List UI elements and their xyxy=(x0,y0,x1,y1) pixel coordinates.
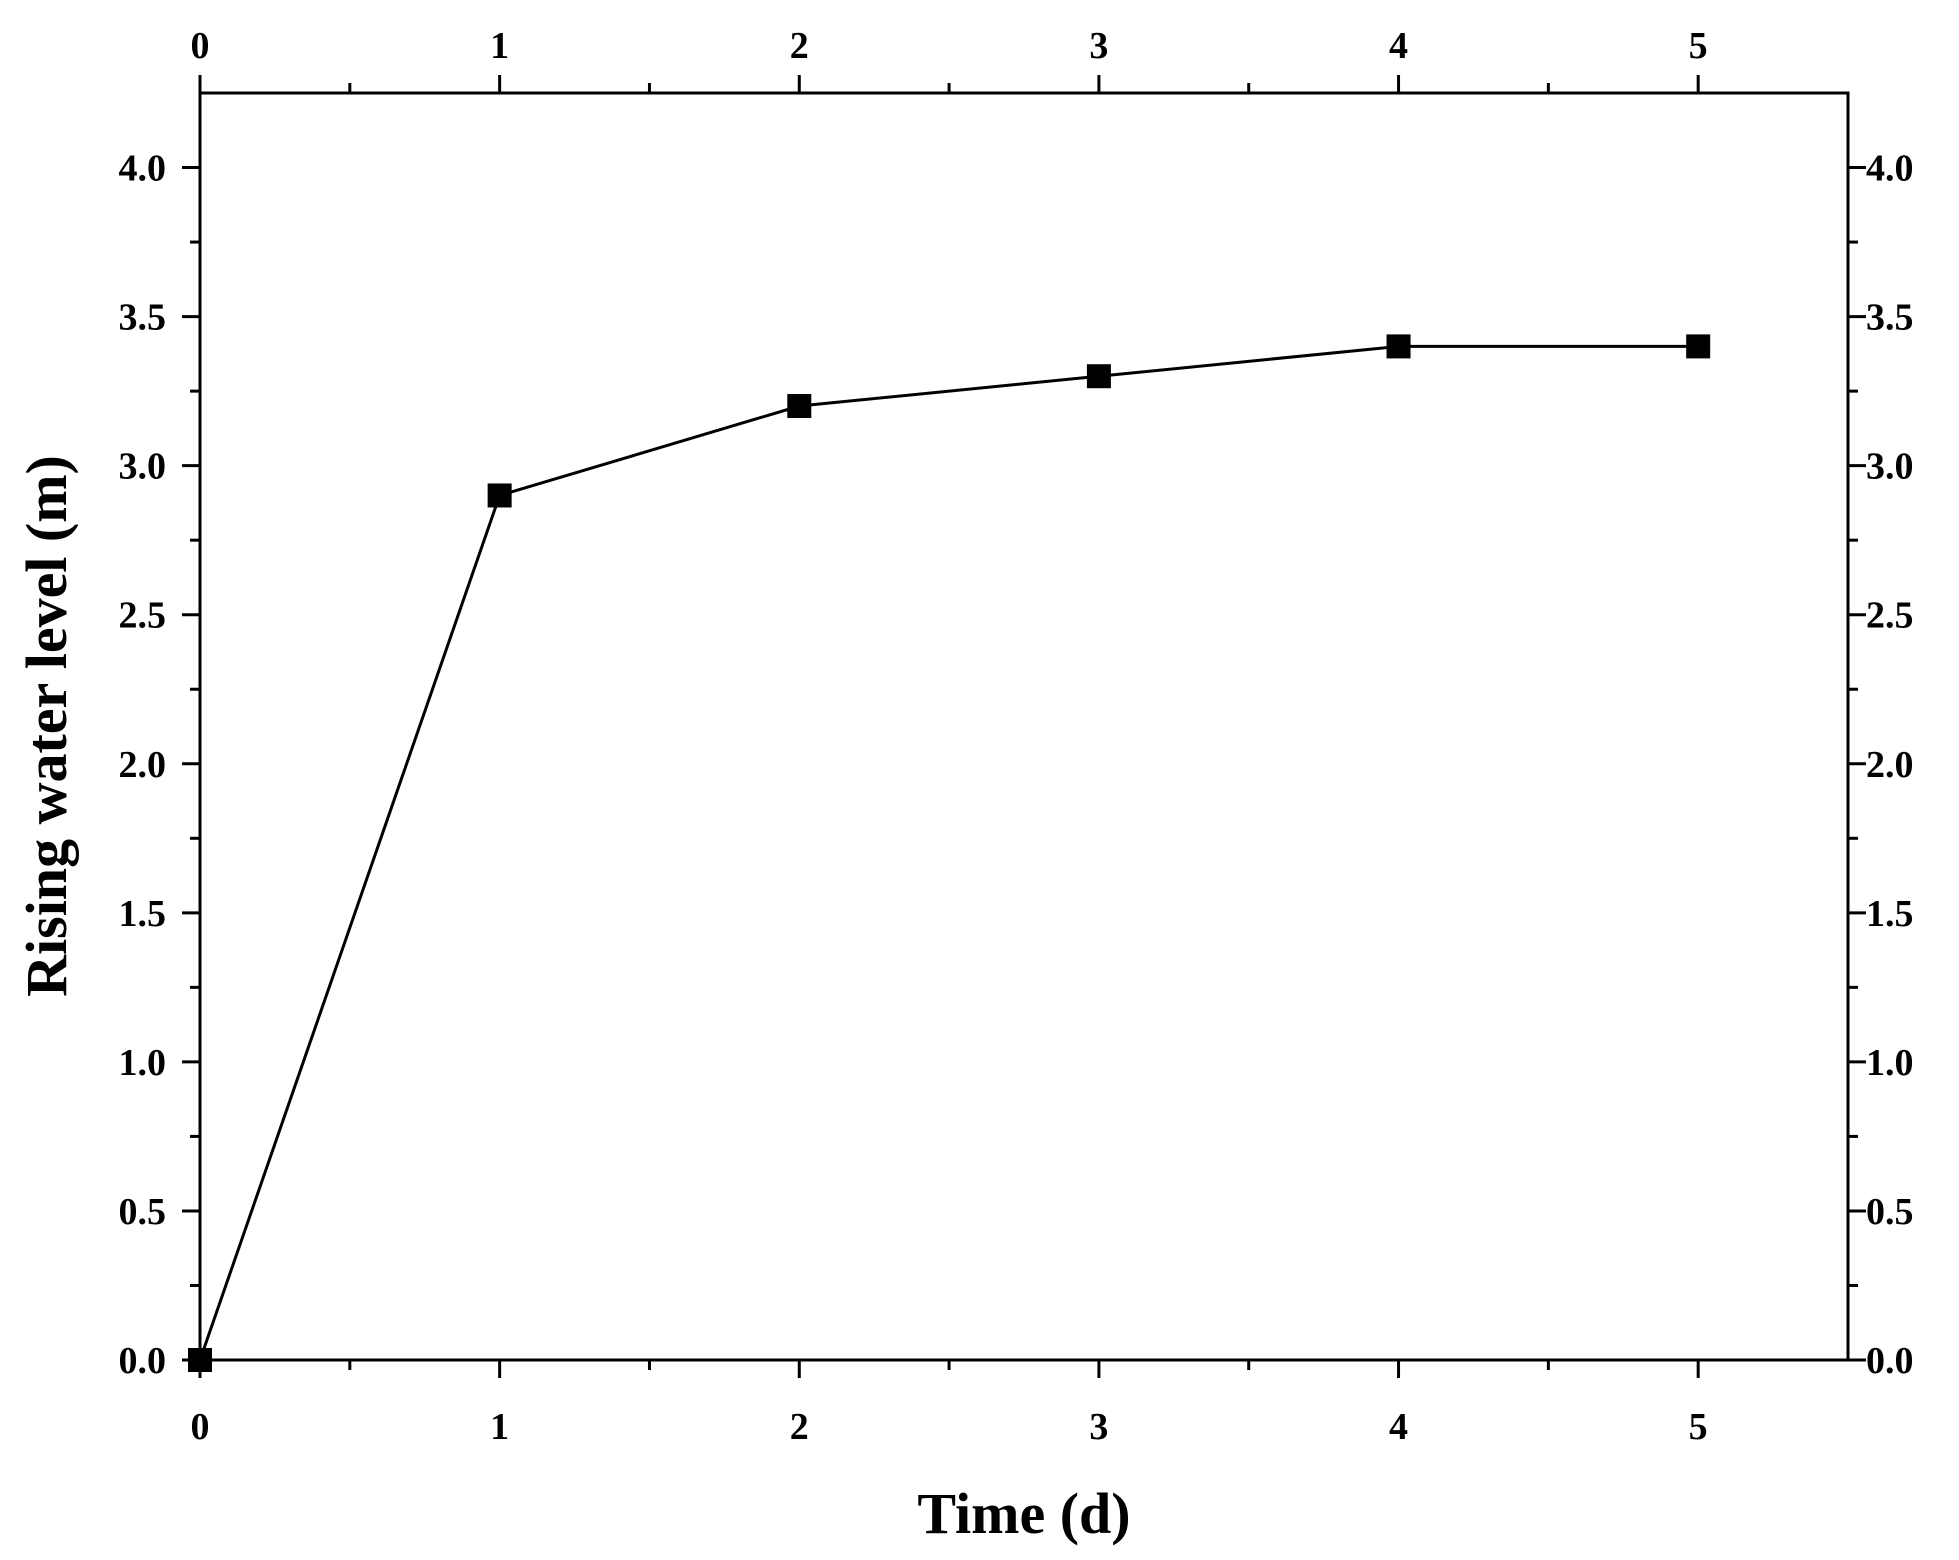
y-tick-label-right: 2.5 xyxy=(1866,595,1914,637)
y-tick-label-right: 0.0 xyxy=(1866,1340,1914,1382)
data-point-marker xyxy=(188,1348,212,1372)
x-tick-label-top: 4 xyxy=(1389,25,1408,67)
x-tick-label-bottom: 5 xyxy=(1689,1406,1708,1448)
data-point-marker xyxy=(787,394,812,419)
y-tick-label-left: 1.5 xyxy=(119,893,167,935)
x-axis-title: Time (d) xyxy=(917,1481,1130,1546)
data-point-marker xyxy=(487,483,512,508)
y-tick-label-left: 1.0 xyxy=(119,1042,167,1084)
x-tick-label-top: 0 xyxy=(191,25,210,67)
series-line xyxy=(198,344,1699,1361)
y-tick-label-left: 2.5 xyxy=(119,595,167,637)
y-tick-label-right: 0.5 xyxy=(1866,1191,1914,1233)
x-tick-label-bottom: 4 xyxy=(1389,1406,1408,1448)
x-tick-label-bottom: 1 xyxy=(490,1406,509,1448)
y-tick-label-left: 3.0 xyxy=(119,446,167,488)
x-tick-label-top: 5 xyxy=(1689,25,1708,67)
data-point-marker xyxy=(1686,334,1711,359)
x-tick-label-bottom: 3 xyxy=(1089,1406,1108,1448)
data-point-marker xyxy=(1386,334,1411,359)
x-tick-label-bottom: 2 xyxy=(790,1406,809,1448)
y-tick-label-left: 3.5 xyxy=(119,297,167,339)
y-tick-label-left: 0.5 xyxy=(119,1191,167,1233)
y-tick-label-right: 2.0 xyxy=(1866,744,1914,786)
series-layer xyxy=(188,334,1711,1372)
x-tick-label-top: 1 xyxy=(490,25,509,67)
y-tick-label-left: 4.0 xyxy=(119,148,167,190)
y-axis-title: Rising water level (m) xyxy=(14,455,79,997)
data-point-marker xyxy=(1086,364,1111,389)
axis-tick-labels: 0 0 1 1 2 2 3 3 4 4 5 5 0.0 0.0 0.5 0.5 1.0 1.0 1.5 1.5 2.0 2… xyxy=(119,25,1914,1448)
x-tick-label-bottom: 0 xyxy=(191,1406,210,1448)
y-tick-label-left: 2.0 xyxy=(119,744,167,786)
y-tick-label-left: 0.0 xyxy=(119,1340,167,1382)
y-tick-label-right: 1.0 xyxy=(1866,1042,1914,1084)
x-tick-label-top: 3 xyxy=(1089,25,1108,67)
axis-ticks xyxy=(182,75,1866,1378)
y-tick-label-right: 3.5 xyxy=(1866,297,1914,339)
x-tick-label-top: 2 xyxy=(790,25,809,67)
plot-frame xyxy=(198,91,1850,1362)
y-tick-label-right: 1.5 xyxy=(1866,893,1914,935)
y-tick-label-right: 4.0 xyxy=(1866,148,1914,190)
y-tick-label-right: 3.0 xyxy=(1866,446,1914,488)
